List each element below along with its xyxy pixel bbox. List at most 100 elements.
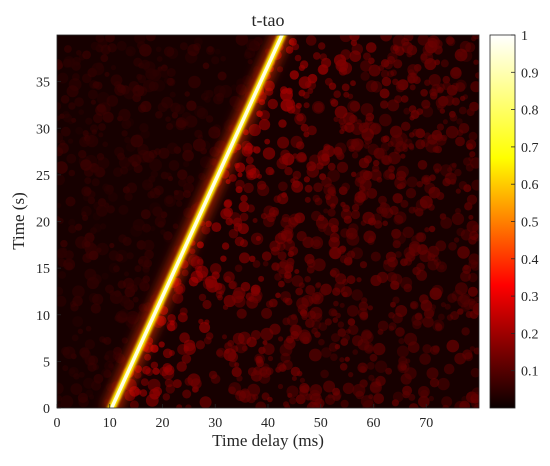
noise-speckle: [96, 204, 108, 217]
noise-speckle: [349, 35, 360, 42]
noise-speckle: [216, 96, 222, 102]
noise-speckle: [169, 91, 176, 98]
noise-speckle: [237, 172, 243, 178]
noise-speckle: [210, 263, 222, 275]
noise-speckle: [414, 207, 424, 217]
noise-speckle: [126, 252, 134, 260]
noise-speckle: [419, 195, 433, 209]
noise-speckle: [442, 178, 451, 187]
noise-speckle: [176, 200, 183, 207]
noise-speckle: [395, 305, 408, 317]
noise-speckle: [244, 47, 256, 59]
noise-speckle: [259, 366, 272, 378]
noise-speckle: [272, 210, 278, 216]
noise-speckle: [132, 218, 145, 232]
noise-speckle: [313, 102, 324, 113]
noise-speckle: [395, 80, 405, 90]
noise-speckle: [337, 321, 345, 328]
noise-speckle: [327, 393, 333, 399]
noise-speckle: [400, 373, 412, 385]
noise-speckle: [439, 264, 445, 270]
noise-speckle: [290, 313, 297, 320]
noise-speckle: [74, 97, 84, 107]
noise-speckle: [194, 129, 203, 139]
noise-speckle: [57, 59, 63, 71]
noise-speckle: [290, 366, 301, 377]
noise-speckle: [255, 236, 261, 241]
noise-speckle: [84, 177, 92, 185]
noise-speckle: [235, 186, 243, 194]
noise-speckle: [98, 123, 106, 131]
noise-speckle: [187, 373, 201, 387]
noise-speckle: [447, 167, 453, 173]
noise-speckle: [116, 40, 127, 51]
noise-speckle: [469, 151, 476, 158]
noise-speckle: [392, 45, 399, 51]
noise-speckle: [181, 354, 192, 364]
noise-speckle: [455, 136, 465, 147]
noise-speckle: [406, 51, 413, 58]
noise-speckle: [57, 142, 69, 154]
noise-speckle: [379, 113, 392, 127]
x-tick-label: 30: [208, 416, 222, 431]
y-axis-label: Time (s): [9, 192, 28, 249]
noise-speckle: [134, 265, 142, 273]
noise-speckle: [350, 39, 358, 47]
noise-speckle: [329, 232, 340, 243]
noise-speckle: [235, 84, 247, 95]
noise-speckle: [390, 301, 396, 308]
noise-speckle: [79, 347, 90, 358]
noise-speckle: [125, 46, 136, 57]
noise-speckle: [470, 157, 479, 169]
noise-speckle: [121, 130, 128, 137]
noise-speckle: [437, 87, 444, 94]
noise-speckle: [312, 101, 325, 114]
noise-speckle: [177, 169, 188, 180]
noise-speckle: [139, 123, 149, 133]
noise-speckle: [225, 217, 234, 226]
noise-speckle: [238, 390, 252, 403]
noise-speckle: [157, 102, 168, 113]
x-axis-label: Time delay (ms): [212, 431, 324, 450]
noise-speckle: [57, 216, 61, 222]
noise-speckle: [414, 312, 423, 321]
noise-speckle: [360, 366, 368, 374]
colorbar-ticks: 0.1 0.2 0.3 0.4 0.5 0.6 0.7 0.8 0.9 1: [511, 29, 539, 380]
noise-speckle: [247, 171, 254, 179]
noise-speckle: [429, 174, 436, 181]
noise-speckle: [228, 280, 238, 290]
noise-speckle: [258, 275, 265, 282]
noise-speckle: [300, 334, 309, 342]
noise-speckle: [411, 313, 424, 326]
noise-speckle: [393, 231, 406, 245]
noise-speckle: [58, 271, 66, 279]
noise-speckle: [172, 292, 184, 304]
noise-speckle: [95, 62, 104, 70]
noise-speckle: [96, 103, 106, 113]
noise-speckle: [235, 162, 246, 173]
noise-speckle: [97, 38, 108, 49]
noise-speckle: [395, 140, 407, 152]
noise-speckle: [60, 395, 74, 408]
noise-speckle: [71, 334, 79, 342]
noise-speckle: [350, 80, 356, 87]
noise-speckle: [103, 369, 112, 378]
noise-speckle: [163, 77, 171, 84]
noise-speckle: [222, 334, 227, 340]
noise-speckle: [96, 242, 109, 256]
noise-speckle: [216, 349, 224, 357]
noise-speckle: [380, 100, 389, 109]
noise-speckle: [324, 318, 332, 326]
noise-speckle: [68, 225, 77, 234]
noise-speckle: [339, 62, 353, 75]
noise-speckle: [163, 232, 174, 243]
noise-speckle: [347, 305, 359, 317]
noise-speckle: [309, 393, 323, 406]
noise-speckle: [349, 50, 362, 62]
noise-speckle: [235, 179, 245, 190]
noise-speckle: [462, 94, 468, 100]
noise-speckle: [257, 173, 262, 179]
noise-speckle: [455, 82, 466, 93]
noise-speckle: [291, 180, 304, 193]
noise-speckle: [366, 333, 372, 339]
